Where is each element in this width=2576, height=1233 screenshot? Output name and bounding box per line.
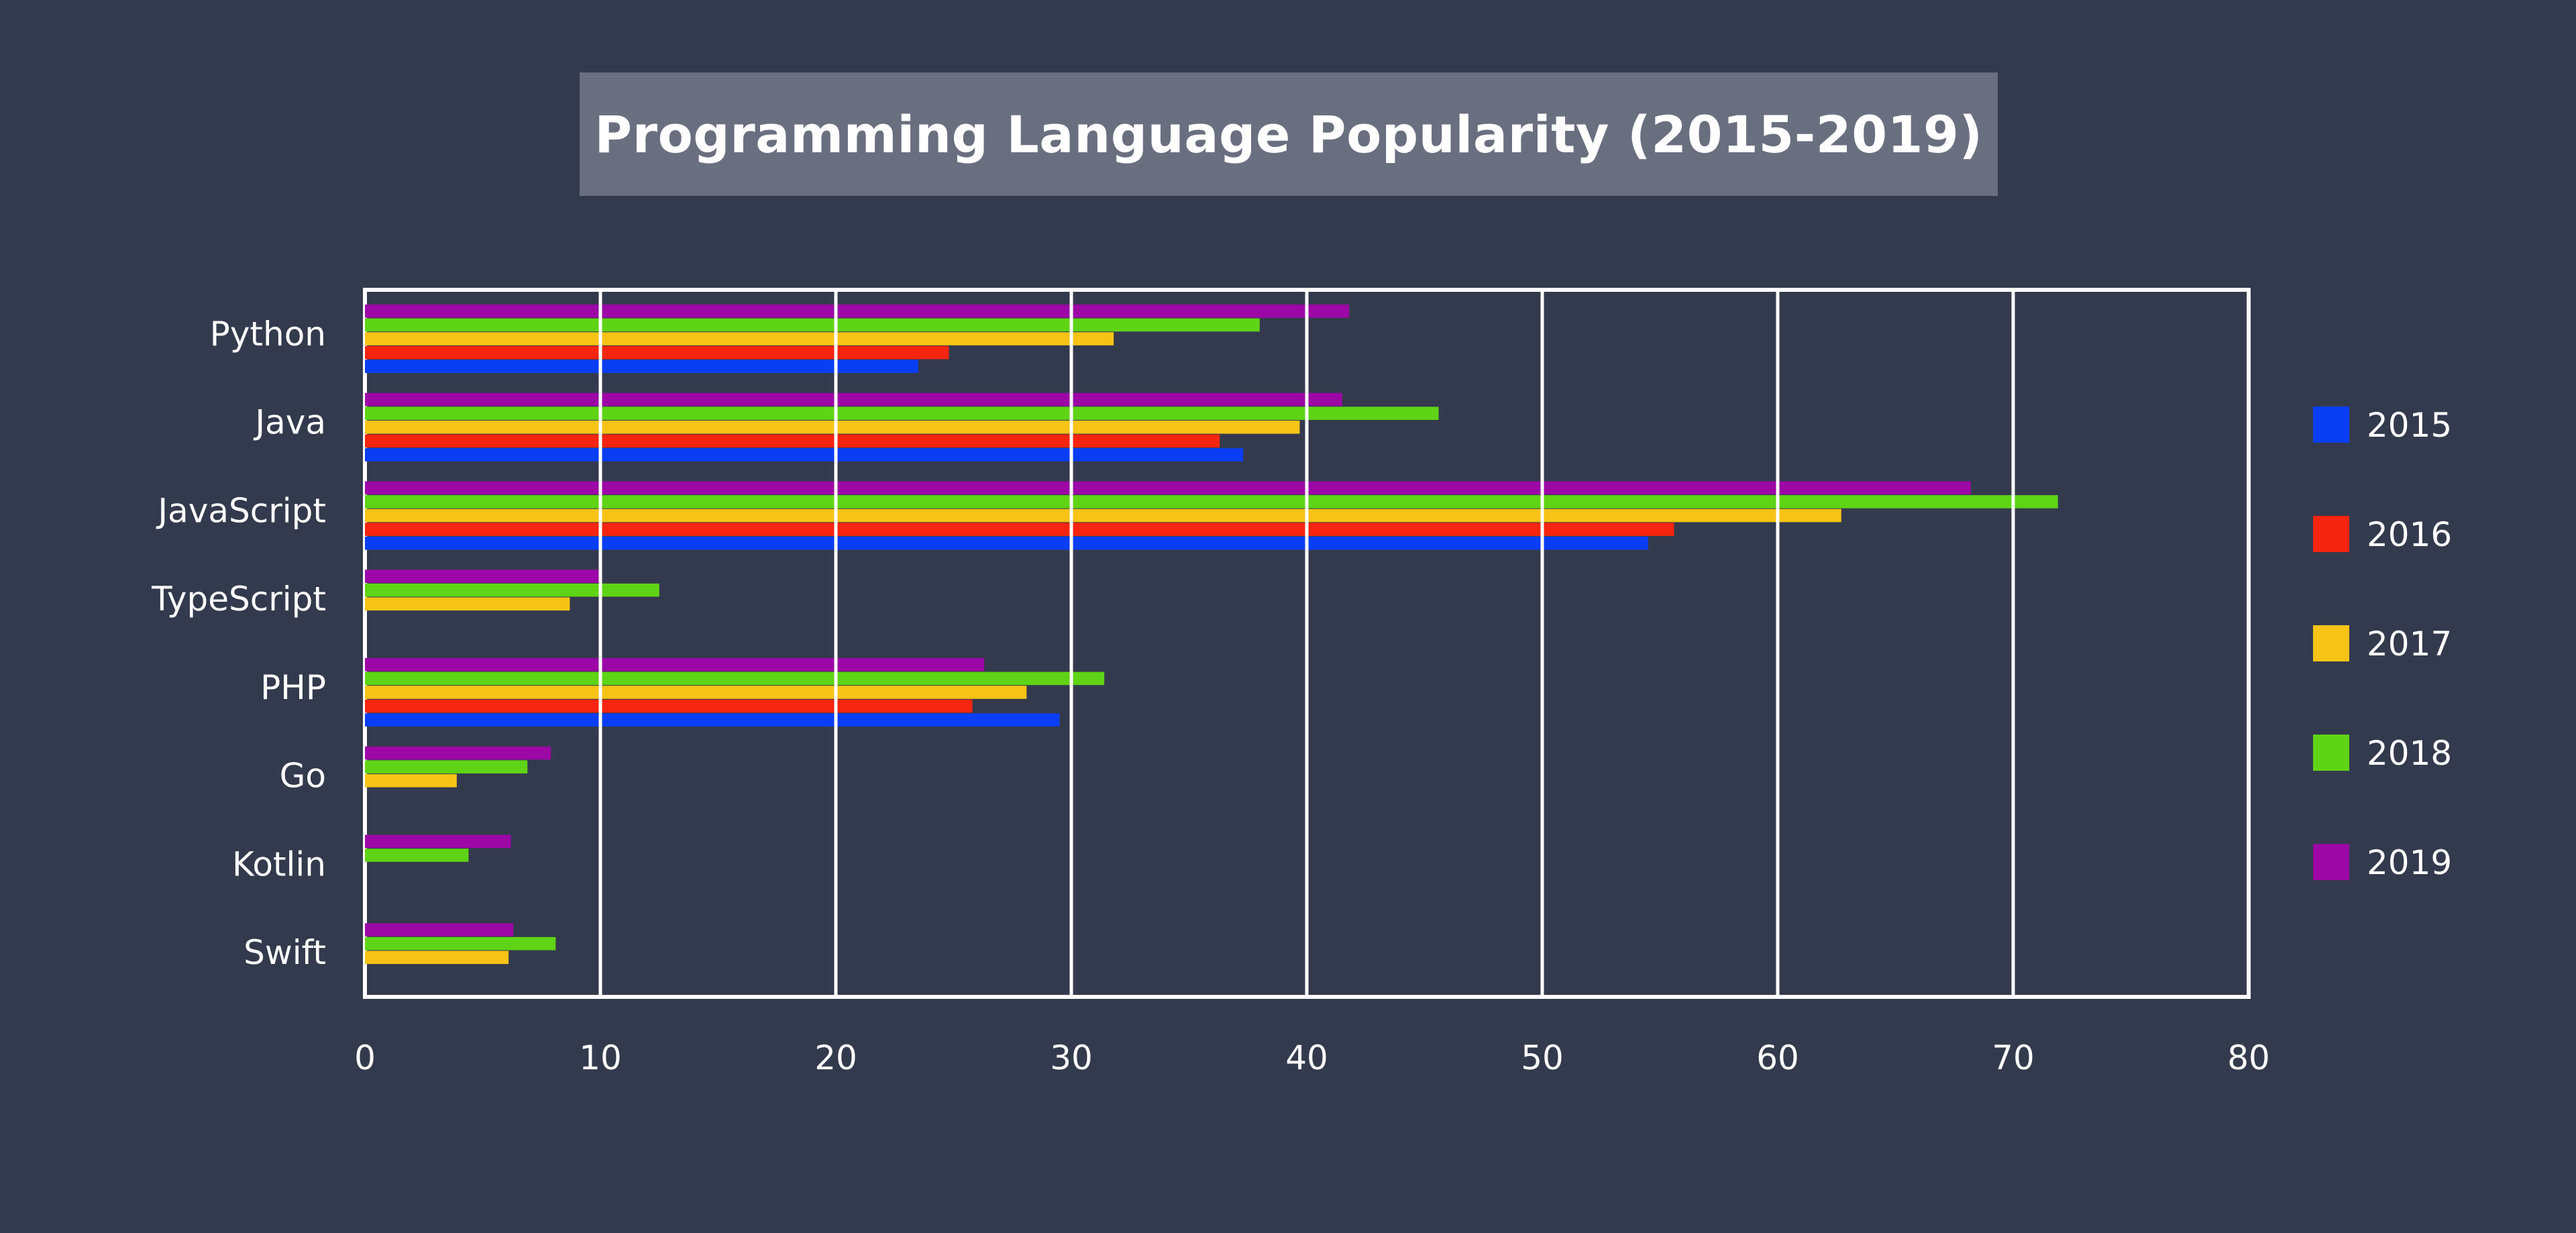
y-tick-label-php: PHP — [260, 668, 326, 707]
bar-go-2017 — [365, 773, 457, 788]
legend-swatch-2017 — [2313, 625, 2349, 661]
x-tick-label-80: 80 — [2227, 1038, 2270, 1077]
y-tick-label-kotlin: Kotlin — [232, 845, 326, 883]
bar-php-2016 — [365, 699, 973, 713]
bar-swift-2019 — [365, 923, 514, 936]
bar-javascript-2016 — [365, 523, 1674, 536]
bar-php-2018 — [365, 672, 1105, 686]
legend-label-2016: 2016 — [2367, 515, 2452, 554]
bar-typescript-2017 — [365, 597, 570, 611]
x-tick-label-10: 10 — [579, 1038, 622, 1077]
bar-php-2019 — [365, 658, 985, 672]
y-tick-label-python: Python — [210, 315, 326, 354]
bar-php-2017 — [365, 686, 1027, 699]
bar-java-2018 — [365, 407, 1439, 420]
x-tick-label-20: 20 — [814, 1038, 857, 1077]
bar-python-2019 — [365, 305, 1350, 318]
x-tick-label-0: 0 — [354, 1038, 376, 1077]
bar-python-2017 — [365, 332, 1114, 345]
bar-python-2018 — [365, 318, 1260, 332]
legend-label-2017: 2017 — [2367, 625, 2452, 663]
x-tick-label-30: 30 — [1050, 1038, 1093, 1077]
bar-swift-2018 — [365, 936, 556, 951]
legend-label-2019: 2019 — [2367, 843, 2452, 882]
y-tick-label-typescript: TypeScript — [151, 580, 326, 619]
bar-kotlin-2018 — [365, 849, 469, 862]
legend-label-2015: 2015 — [2367, 406, 2452, 445]
bar-go-2019 — [365, 746, 551, 760]
x-tick-label-50: 50 — [1521, 1038, 1564, 1077]
bar-typescript-2019 — [365, 570, 600, 583]
legend-swatch-2015 — [2313, 407, 2349, 443]
bar-javascript-2019 — [365, 481, 1971, 495]
legend-label-2018: 2018 — [2367, 734, 2452, 773]
x-tick-label-70: 70 — [1992, 1038, 2035, 1077]
bar-kotlin-2019 — [365, 835, 511, 849]
legend-swatch-2016 — [2313, 516, 2349, 552]
chart-title-box: Programming Language Popularity (2015-20… — [580, 72, 1998, 196]
y-tick-label-swift: Swift — [244, 933, 326, 972]
bar-javascript-2017 — [365, 508, 1841, 523]
legend-swatch-2018 — [2313, 735, 2349, 771]
y-tick-label-java: Java — [253, 403, 326, 442]
bar-python-2015 — [365, 360, 918, 373]
y-tick-label-go: Go — [280, 757, 326, 796]
bar-go-2018 — [365, 760, 528, 773]
legend-swatch-2019 — [2313, 844, 2349, 880]
bar-typescript-2018 — [365, 583, 659, 597]
bar-java-2016 — [365, 434, 1220, 448]
bar-python-2016 — [365, 345, 949, 360]
bar-javascript-2018 — [365, 495, 2058, 508]
bar-swift-2017 — [365, 951, 509, 965]
bar-java-2017 — [365, 420, 1300, 434]
x-tick-label-60: 60 — [1756, 1038, 1799, 1077]
bar-php-2015 — [365, 713, 1060, 727]
bar-java-2015 — [365, 448, 1244, 462]
bar-javascript-2015 — [365, 536, 1648, 550]
bar-java-2019 — [365, 392, 1342, 407]
chart-title: Programming Language Popularity (2015-20… — [594, 104, 1983, 164]
x-tick-label-40: 40 — [1285, 1038, 1328, 1077]
y-tick-label-javascript: JavaScript — [156, 491, 326, 530]
